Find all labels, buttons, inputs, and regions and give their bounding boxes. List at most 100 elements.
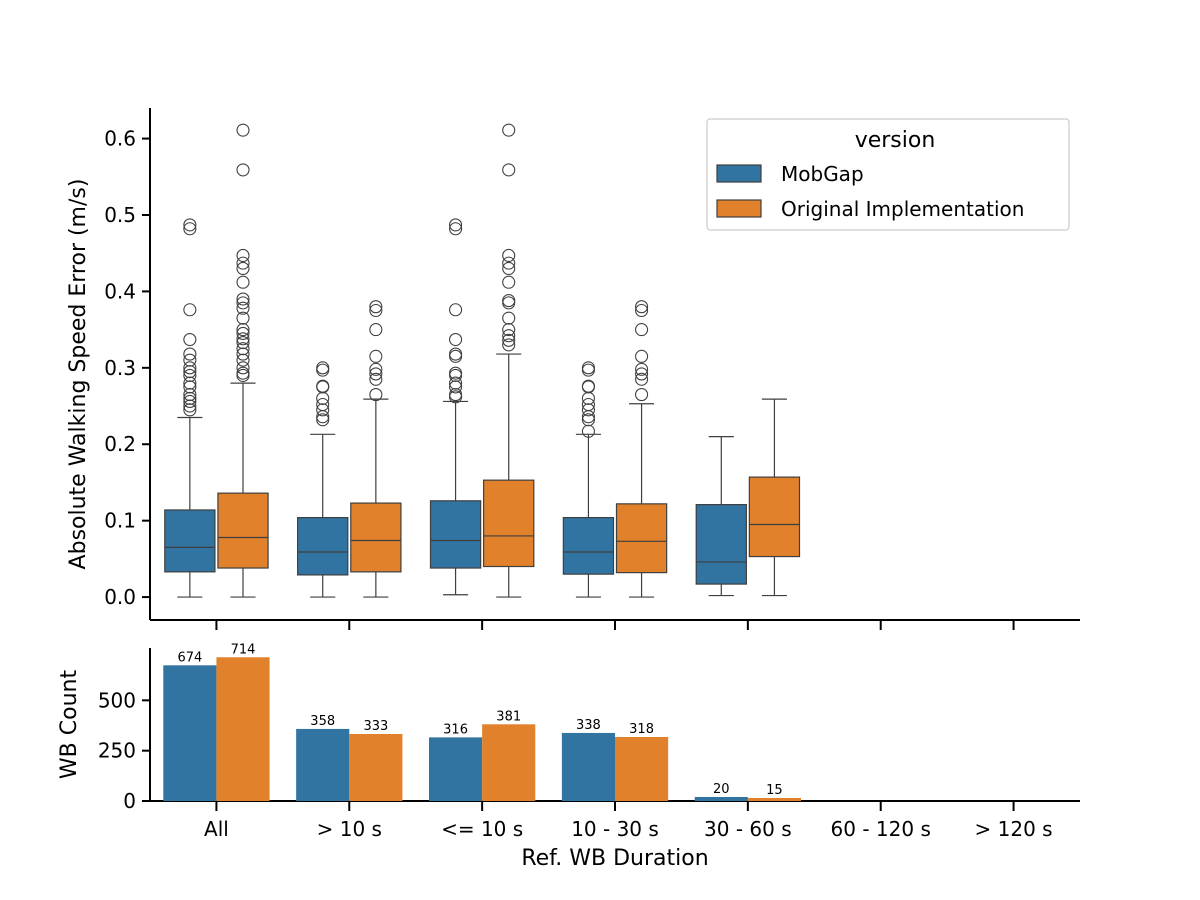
box-iqr (615, 503, 668, 574)
box-outlier (502, 275, 516, 289)
box-1-0 (217, 123, 269, 598)
box-outlier (183, 303, 197, 317)
box-outlier (236, 342, 250, 356)
box-outlier (183, 368, 197, 383)
box-outlier (183, 347, 197, 361)
bar-y-tick-label: 0 (123, 789, 136, 813)
box-outlier (236, 123, 250, 137)
legend-swatch (716, 199, 762, 218)
box-outlier (369, 367, 383, 381)
box-outlier (581, 410, 595, 424)
bar-data-label: 338 (576, 718, 601, 733)
box-iqr (748, 476, 801, 558)
box-iqr (217, 492, 269, 569)
box-outlier (635, 372, 649, 386)
box-1-4 (748, 398, 801, 597)
box-outlier (369, 362, 383, 376)
box-outlier (449, 332, 463, 347)
boxplot-y-axis-label: Absolute Walking Speed Error (m/s) (66, 179, 91, 570)
box-outlier (183, 218, 197, 232)
box-0-0 (164, 218, 216, 598)
box-outlier (502, 256, 516, 270)
box-outlier (369, 388, 383, 402)
box-outlier (635, 362, 649, 376)
box-outlier (236, 336, 250, 350)
box-outlier (581, 397, 595, 412)
box-outlier (502, 311, 516, 325)
box-outlier (236, 163, 250, 177)
box-iqr (429, 500, 482, 569)
legend-entry-label: Original Implementation (781, 197, 1024, 221)
box-outlier (236, 311, 250, 325)
box-0-2 (429, 218, 482, 596)
box-outlier (236, 261, 250, 276)
box-outlier (369, 303, 383, 318)
box-outlier (236, 275, 250, 289)
bar-0-4 (694, 796, 748, 801)
box-outlier (581, 413, 595, 427)
legend-title: version (855, 128, 936, 153)
boxplot-y-tick-label: 0.2 (104, 432, 136, 456)
box-iqr (164, 509, 216, 573)
box-outlier (449, 303, 463, 317)
bar-data-label: 318 (629, 722, 654, 737)
box-iqr (297, 516, 349, 576)
box-outlier (236, 332, 250, 346)
bar-data-label: 381 (496, 709, 521, 724)
bar-x-tick-label: All (204, 817, 229, 841)
box-outlier (236, 292, 250, 306)
box-1-2 (483, 123, 535, 598)
boxplot-y-tick-label: 0.1 (104, 509, 136, 533)
box-outlier (502, 248, 516, 263)
box-1-1 (350, 300, 402, 598)
box-outlier (502, 261, 516, 276)
box-outlier (581, 361, 595, 375)
bar-x-tick-label: > 10 s (317, 817, 382, 841)
bar-data-label: 316 (443, 722, 468, 737)
legend: version MobGap Original Implementation (706, 118, 1070, 231)
bar-data-label: 20 (713, 782, 730, 797)
legend-swatch (716, 164, 762, 183)
box-outlier (635, 303, 649, 318)
bar-1-0 (216, 657, 270, 801)
box-iqr (483, 479, 535, 568)
bar-data-label: 333 (363, 719, 388, 734)
boxplot-y-tick-label: 0.3 (104, 356, 136, 380)
box-outlier (502, 333, 516, 347)
box-outlier (635, 367, 649, 381)
bar-x-tick-label: 10 - 30 s (571, 817, 659, 841)
bar-1-1 (349, 733, 403, 801)
box-outlier (635, 388, 649, 402)
bar-x-tick-label: <= 10 s (441, 817, 523, 841)
bar-data-label: 358 (310, 714, 335, 729)
box-0-3 (562, 361, 615, 598)
box-outlier (502, 329, 516, 343)
bar-0-1 (296, 728, 350, 801)
legend-entry-label: MobGap (781, 162, 864, 186)
bar-x-axis-label: Ref. WB Duration (521, 846, 708, 871)
box-outlier (502, 123, 516, 137)
box-outlier (236, 366, 250, 380)
boxplot-y-tick-label: 0.6 (104, 127, 136, 151)
box-outlier (316, 361, 330, 375)
boxplot-panel: 0.0 0.1 0.2 0.3 0.4 0.5 0.6 Absolute Walking Sp… (66, 108, 1080, 630)
box-outlier (449, 347, 463, 361)
bar-y-tick-label: 250 (98, 739, 136, 763)
boxplot-y-tick-label: 0.4 (104, 279, 136, 303)
box-outlier (635, 349, 649, 363)
boxplot-y-tick-label: 0.5 (104, 203, 136, 227)
box-outlier (581, 379, 595, 393)
bar-data-label: 674 (177, 650, 202, 665)
bar-data-label: 714 (231, 642, 256, 657)
box-outlier (369, 323, 383, 337)
bar-1-3 (615, 736, 669, 801)
box-iqr (562, 516, 615, 575)
box-outlier (236, 256, 250, 270)
box-outlier (369, 300, 383, 314)
box-outlier (316, 413, 330, 427)
box-outlier (369, 349, 383, 363)
bar-x-tick-label: 60 - 120 s (831, 817, 931, 841)
bar-y-tick-label: 500 (98, 688, 136, 712)
box-outlier (502, 338, 516, 352)
